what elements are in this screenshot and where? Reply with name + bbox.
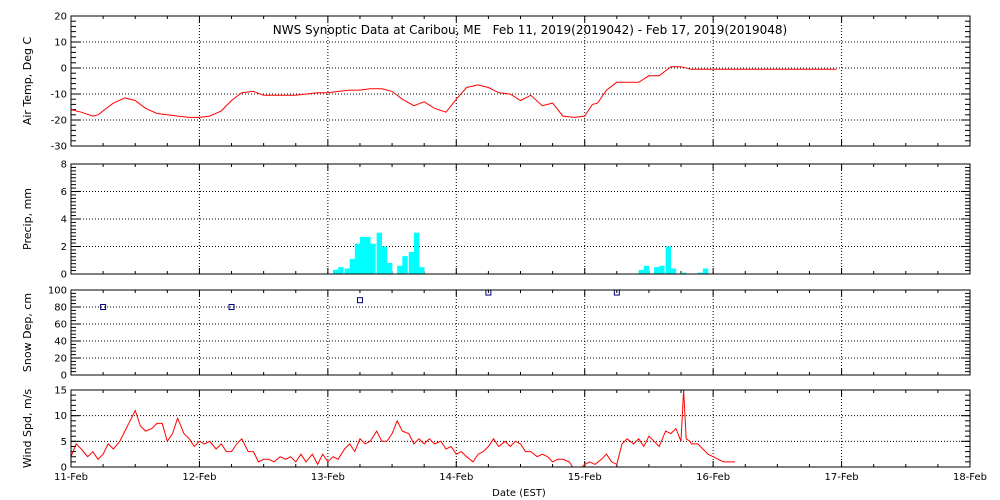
panel-windspd: 15 10 5 0 Wind Spd, m/s <box>21 386 971 474</box>
y-axis-label-airtemp: Air Temp, Deg C <box>21 37 34 126</box>
precip-bar <box>659 265 665 274</box>
y-tick-label-precip: 8 <box>61 160 67 171</box>
y-tick-label-precip: 6 <box>61 187 67 198</box>
panel-precip: 8 6 4 2 0 Precip, mm <box>21 160 971 281</box>
y-axis-label-windspd: Wind Spd, m/s <box>21 389 34 469</box>
y-tick-label-snowdep: 20 <box>54 354 67 365</box>
series-line-airtemp <box>71 66 837 118</box>
precip-bar <box>370 243 376 274</box>
x-tick-label: 12-Feb <box>182 472 216 483</box>
y-tick-label-windspd: 15 <box>54 386 67 397</box>
x-tick-label: 13-Feb <box>311 472 345 483</box>
y-tick-label-precip: 4 <box>61 215 67 226</box>
y-tick-label-snowdep: 80 <box>54 303 67 314</box>
y-tick-label-airtemp: 20 <box>54 12 67 23</box>
series-airtemp <box>71 66 837 118</box>
precip-bar <box>654 267 660 274</box>
series-windspd <box>71 390 735 467</box>
y-tick-label-snowdep: 100 <box>48 286 67 297</box>
precip-bar <box>665 246 672 274</box>
precip-bar <box>381 246 388 274</box>
precip-bar <box>365 236 371 274</box>
y-tick-label-airtemp: -10 <box>51 90 67 101</box>
precip-bar <box>354 243 361 274</box>
y-tick-label-precip: 2 <box>61 242 67 253</box>
y-tick-label-windspd: 5 <box>61 437 67 448</box>
x-tick-label: 11-Feb <box>54 472 88 483</box>
panel-snowdep: 100 80 60 40 20 0 Snow Dep, cm <box>21 286 971 382</box>
x-tick-label: 18-Feb <box>953 472 987 483</box>
y-axis-label-precip: Precip, mm <box>21 188 34 250</box>
chart-title: NWS Synoptic Data at Caribou, ME Feb 11,… <box>273 23 788 37</box>
y-tick-label-snowdep: 40 <box>54 337 67 348</box>
precip-bar <box>670 268 677 274</box>
panel-frame-precip <box>70 163 971 275</box>
x-tick-labels: 11-Feb 12-Feb 13-Feb 14-Feb 15-Feb 16-Feb 17-F… <box>54 472 987 483</box>
precip-bar <box>638 269 645 274</box>
y-tick-label-airtemp: 0 <box>61 64 67 75</box>
y-tick-label-snowdep: 0 <box>61 371 67 382</box>
snow-depth-point <box>228 304 235 310</box>
snow-depth-point <box>356 297 363 304</box>
x-tick-label: 14-Feb <box>439 472 473 483</box>
precip-bar <box>332 269 339 274</box>
precip-bar <box>697 272 704 274</box>
x-tick-label: 15-Feb <box>568 472 602 483</box>
series-line-windspd <box>71 390 735 467</box>
y-tick-label-snowdep: 60 <box>54 320 67 331</box>
x-tick-label: 17-Feb <box>825 472 859 483</box>
x-tick-label: 16-Feb <box>696 472 730 483</box>
panel-frame-airtemp <box>70 15 971 147</box>
y-tick-label-airtemp: -20 <box>51 116 67 127</box>
y-tick-label-precip: 0 <box>61 270 67 281</box>
panel-airtemp: 20 10 0 -10 -20 -30 Air Temp, Deg C <box>21 12 971 153</box>
y-axis-label-snowdep: Snow Dep, cm <box>21 293 34 372</box>
y-tick-label-windspd: 0 <box>61 463 67 474</box>
precip-bar <box>349 258 356 274</box>
precip-bar <box>376 232 383 274</box>
panel-frame-windspd <box>70 389 971 468</box>
precip-bar <box>413 232 420 274</box>
precip-bar <box>643 265 650 274</box>
y-tick-label-airtemp: -30 <box>51 142 67 153</box>
series-precip <box>332 232 709 274</box>
precip-bar <box>419 267 425 274</box>
precip-bar <box>359 236 366 274</box>
snow-depth-point <box>100 304 107 310</box>
precip-bar <box>702 268 709 274</box>
y-tick-label-windspd: 10 <box>54 411 67 422</box>
precip-bar <box>386 263 393 274</box>
precip-bar <box>408 252 415 274</box>
precip-bar <box>402 256 408 274</box>
x-axis-label: Date (EST) <box>492 488 546 499</box>
precip-bar <box>681 272 687 274</box>
precip-bar <box>397 265 403 274</box>
precip-bar <box>344 268 350 274</box>
precip-bar <box>338 267 344 274</box>
panel-frame-snowdep <box>70 289 971 376</box>
y-tick-label-airtemp: 10 <box>54 38 67 49</box>
